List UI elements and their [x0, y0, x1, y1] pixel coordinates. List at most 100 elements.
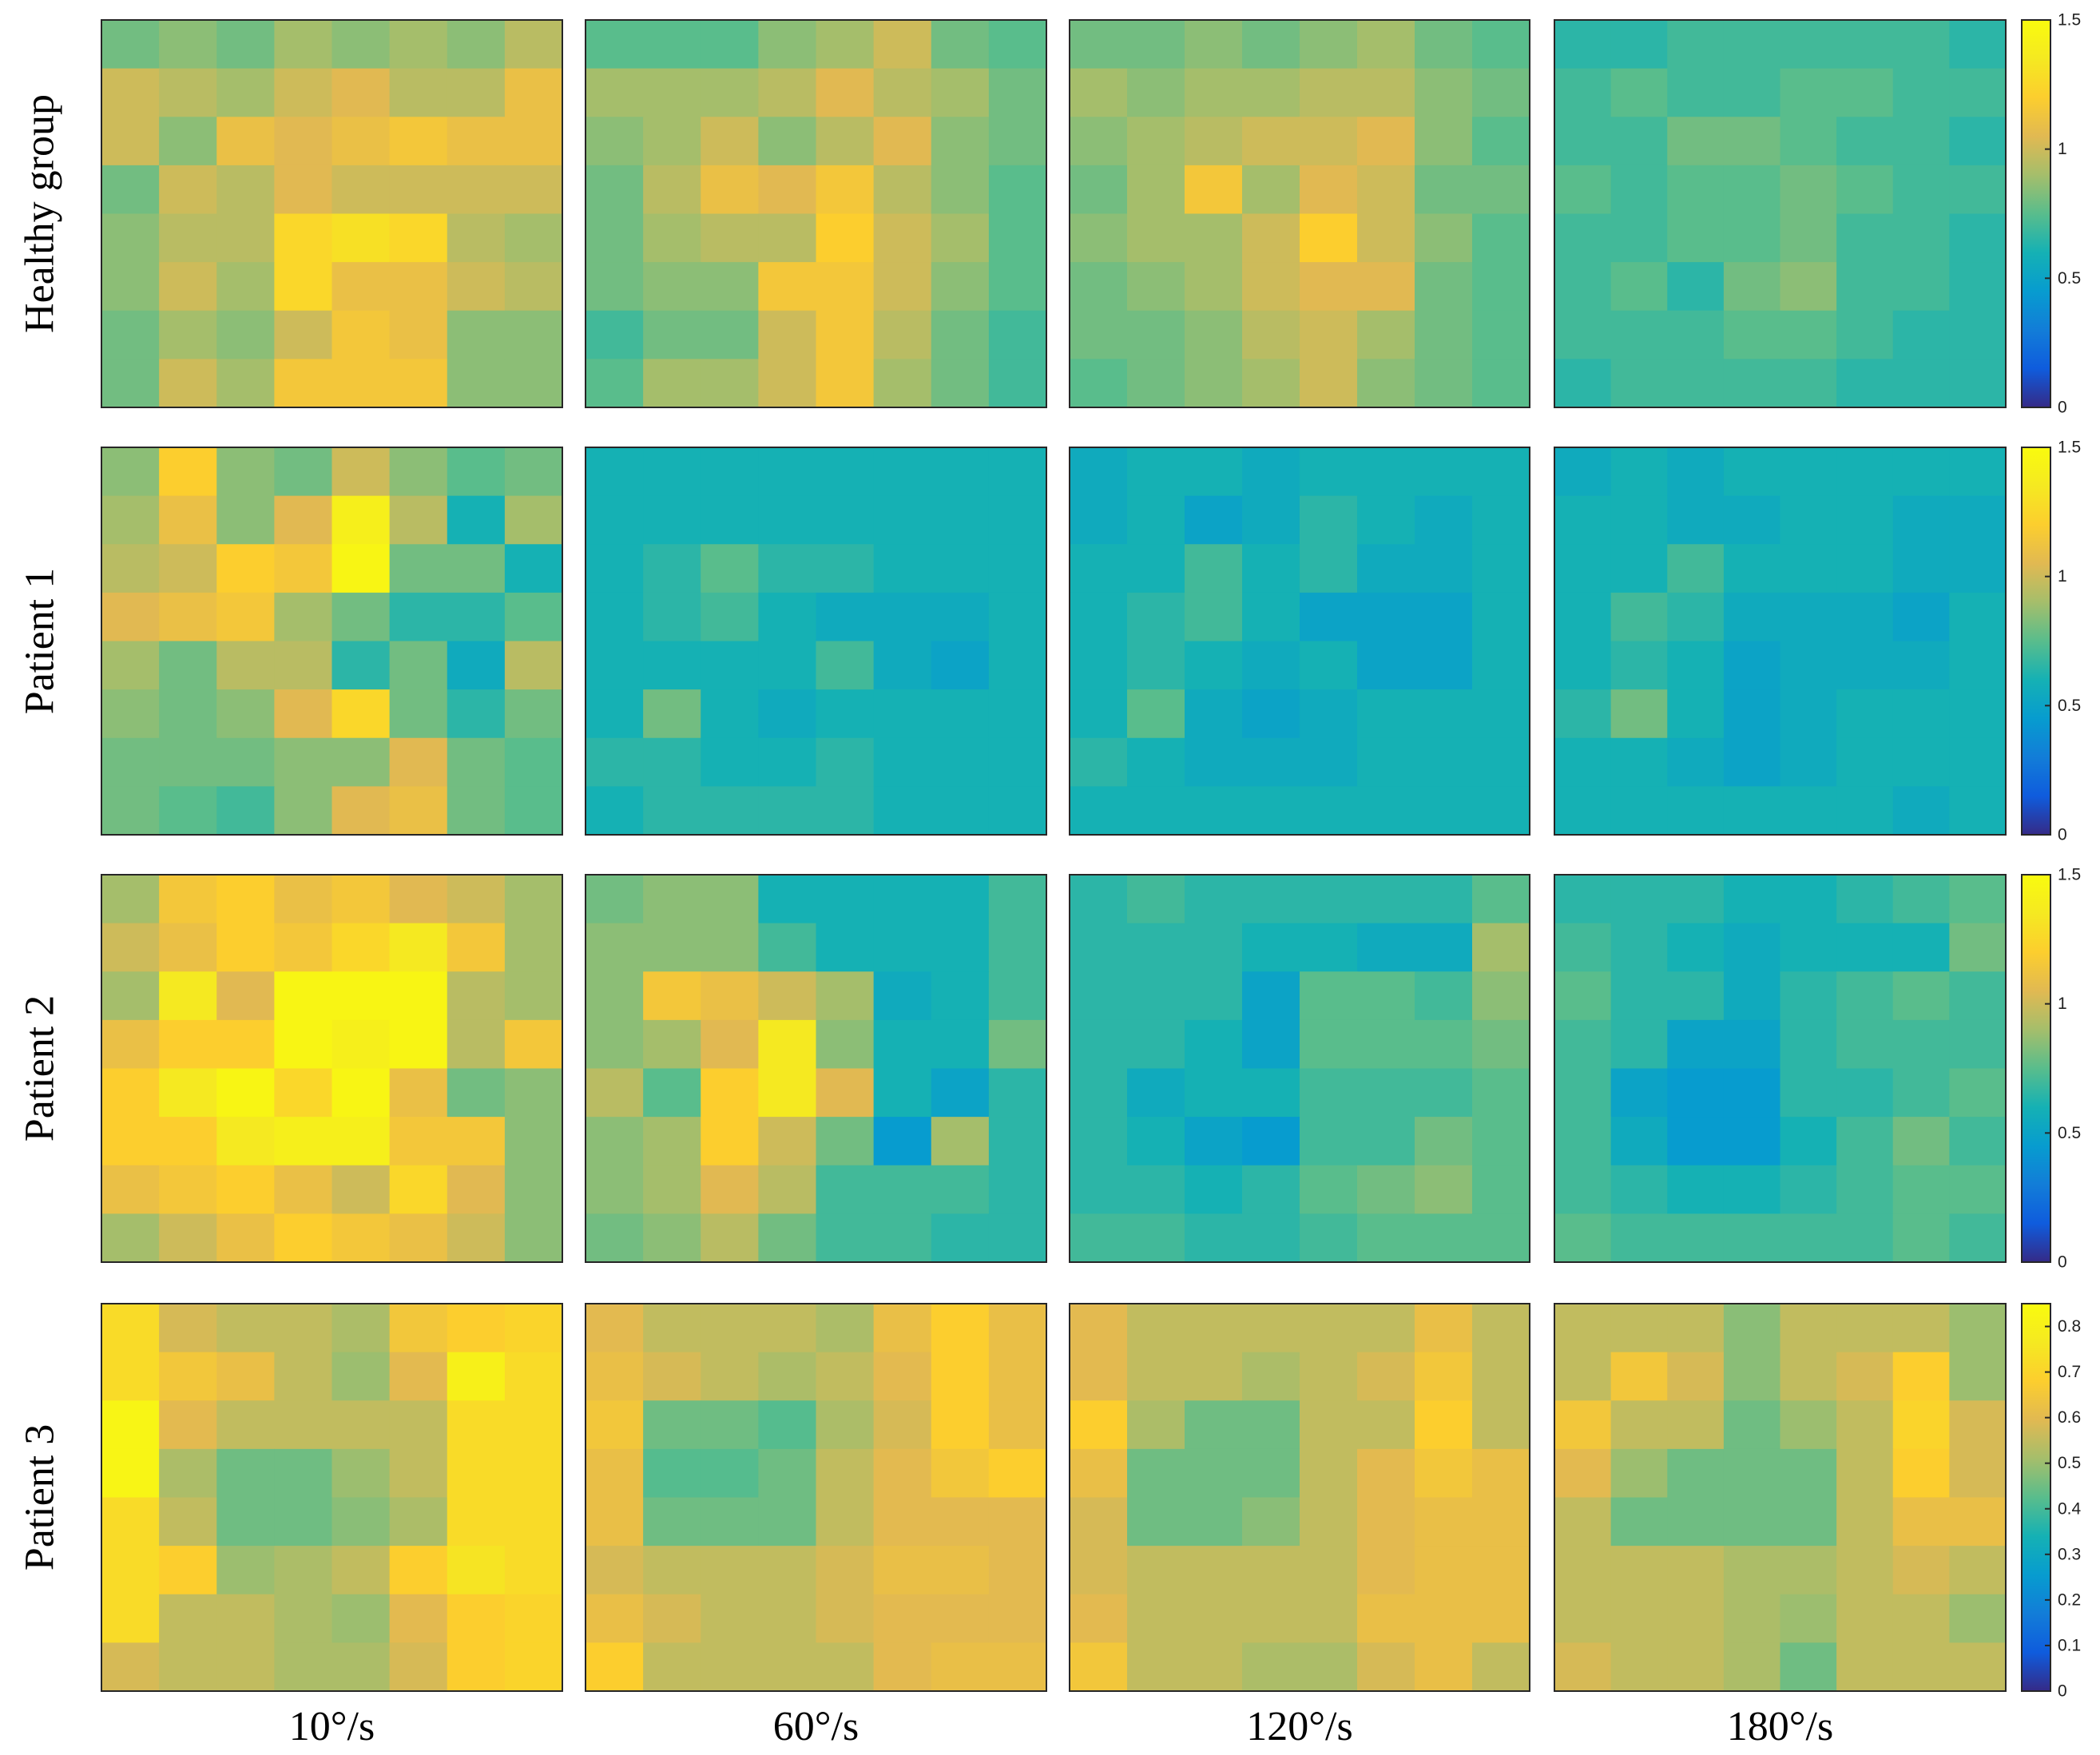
heatmap-cell [586, 1400, 644, 1450]
heatmap-cell [504, 1165, 563, 1214]
heatmap-cell [216, 971, 275, 1021]
heatmap-cell [1892, 1165, 1950, 1214]
heatmap-cell [389, 641, 448, 690]
heatmap-cell [1242, 310, 1300, 359]
heatmap-cell [873, 786, 932, 836]
heatmap-cell [101, 1448, 160, 1499]
heatmap-cell [1415, 1304, 1473, 1353]
heatmap-cell [1300, 165, 1358, 215]
heatmap-cell [1667, 737, 1725, 787]
heatmap-cell [758, 875, 817, 924]
heatmap-cell [274, 359, 333, 408]
heatmap-cell [758, 68, 817, 117]
heatmap-cell [1185, 1642, 1243, 1692]
heatmap-cell [1357, 1594, 1415, 1643]
heatmap-cell [159, 1165, 217, 1214]
heatmap-cell [1949, 641, 2007, 690]
heatmap-cell [504, 165, 563, 215]
heatmap-cell [216, 1068, 275, 1118]
heatmap-cell [1667, 447, 1725, 497]
heatmap-cell [1554, 875, 1612, 924]
heatmap-cell [274, 971, 333, 1021]
heatmap-cell [586, 1546, 644, 1595]
heatmap-cell [447, 1448, 506, 1499]
heatmap-cell [586, 310, 644, 359]
heatmap-cell [701, 262, 759, 312]
heatmap-cell [504, 689, 563, 739]
heatmap-cell [504, 592, 563, 642]
heatmap-cell [504, 447, 563, 497]
heatmap-cell [1357, 1400, 1415, 1450]
heatmap-cell [504, 641, 563, 690]
heatmap-cell [447, 1019, 506, 1070]
heatmap-cell [389, 1642, 448, 1692]
heatmap-cell [1415, 68, 1473, 117]
heatmap-cell [1070, 641, 1128, 690]
heatmap-cell [1892, 1304, 1950, 1353]
heatmap-cell [758, 971, 817, 1021]
heatmap-cell [331, 310, 391, 359]
heatmap-cell [1610, 875, 1668, 924]
heatmap-cell [389, 1213, 448, 1263]
heatmap-cell [1949, 1117, 2007, 1166]
heatmap-cell [447, 923, 506, 972]
heatmap-cell [931, 1400, 990, 1450]
heatmap-cell [1242, 923, 1300, 972]
heatmap-cell [643, 1165, 701, 1214]
heatmap-cell [1472, 310, 1530, 359]
heatmap-cell [389, 447, 448, 497]
colorbar-tick-label: 1.5 [2058, 439, 2081, 457]
heatmap-cell [1070, 20, 1128, 69]
heatmap-cell [504, 117, 563, 166]
heatmap-cell [1554, 117, 1612, 166]
heatmap-panel-patient-2-180 [1554, 874, 2007, 1263]
heatmap-cell [216, 544, 275, 594]
heatmap-cell [643, 1642, 701, 1692]
heatmap-cell [1357, 447, 1415, 497]
colorbar-patient-2: 0 0.5 1 1.5 [2021, 866, 2081, 1272]
heatmap-cell [816, 1497, 875, 1547]
heatmap-cell [873, 495, 932, 545]
heatmap-cell [816, 1594, 875, 1643]
heatmap-cell [988, 1019, 1047, 1070]
heatmap-cell [1472, 786, 1530, 836]
heatmap-cell [101, 213, 160, 263]
heatmap-cell [1185, 1304, 1243, 1353]
heatmap-cell [504, 1117, 563, 1166]
heatmap-cell [1357, 786, 1415, 836]
heatmap-cell [1836, 1642, 1894, 1692]
heatmap-cell [586, 1068, 644, 1118]
heatmap-cell [389, 689, 448, 739]
heatmap-cell [758, 1400, 817, 1450]
heatmap-cell [1185, 1068, 1243, 1118]
heatmap-cell [1185, 68, 1243, 117]
heatmap-cell [1610, 213, 1668, 263]
heatmap-cell [101, 117, 160, 166]
heatmap-cell [1185, 1546, 1243, 1595]
heatmap-cell [1780, 262, 1837, 312]
heatmap-cell [1242, 165, 1300, 215]
heatmap-cell [504, 1497, 563, 1547]
heatmap-cell [1415, 1068, 1473, 1118]
heatmap-cell [1185, 1213, 1243, 1263]
heatmap-cell [274, 1594, 333, 1643]
heatmap-cell [1357, 1642, 1415, 1692]
heatmap-cell [1949, 1400, 2007, 1450]
heatmap-cell [873, 737, 932, 787]
heatmap-cell [1070, 786, 1128, 836]
heatmap-cell [504, 359, 563, 408]
heatmap-cell [1892, 20, 1950, 69]
heatmap-cell [159, 165, 217, 215]
heatmap-cell [1554, 737, 1612, 787]
heatmap-cell [101, 262, 160, 312]
heatmap-panel-patient-1-10 [101, 447, 563, 836]
heatmap-cell [1836, 1019, 1894, 1070]
heatmap-cell [758, 1642, 817, 1692]
heatmap-cell [504, 1304, 563, 1353]
heatmap-cell [1780, 923, 1837, 972]
heatmap-cell [1185, 689, 1243, 739]
heatmap-cell [1415, 117, 1473, 166]
heatmap-cell [1242, 1213, 1300, 1263]
heatmap-cell [1070, 1546, 1128, 1595]
heatmap-cell [1836, 971, 1894, 1021]
